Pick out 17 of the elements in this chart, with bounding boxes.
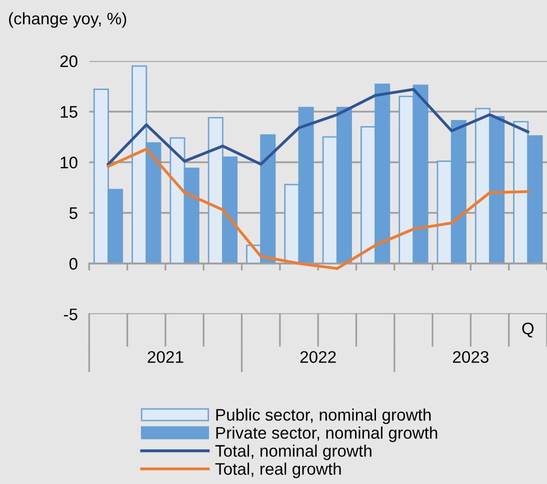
y-tick-label: 15 bbox=[60, 106, 78, 118]
y-tick-label: 5 bbox=[69, 207, 78, 220]
text: 2023 bbox=[452, 351, 488, 363]
y-tick-label: 20 bbox=[60, 55, 78, 68]
legend-label: Total, nominal growth bbox=[215, 444, 372, 460]
legend-label: Total, real growth bbox=[215, 462, 341, 478]
y-tick-label: -5 bbox=[64, 308, 78, 320]
chart-title: (change yoy, %) bbox=[9, 12, 126, 28]
y-tick-label: 10 bbox=[60, 156, 78, 168]
legend-label: Public sector, nominal growth bbox=[216, 408, 431, 424]
text: 2021 bbox=[148, 351, 184, 363]
legend-label: Private sector, nominal growth bbox=[216, 426, 438, 442]
x-tick-label: Q bbox=[522, 322, 534, 338]
text: 2022 bbox=[300, 351, 336, 363]
line-series bbox=[106, 88, 530, 166]
y-tick-label: 0 bbox=[69, 258, 78, 270]
line-series bbox=[106, 148, 530, 270]
